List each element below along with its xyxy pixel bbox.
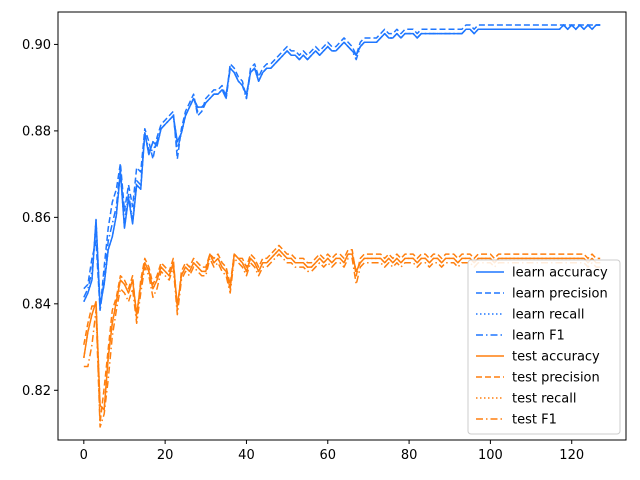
series-line-learn-f1 — [83, 24, 601, 312]
plot-frame — [57, 11, 627, 441]
x-tick-label: 120 — [559, 448, 584, 463]
y-tick-label: 0.82 — [22, 384, 51, 399]
x-tick-label: 20 — [157, 448, 174, 463]
legend-label: learn accuracy — [512, 266, 608, 281]
x-axis: 0 20 40 60 80 100 120 — [80, 440, 584, 463]
series-line-learn-precision — [83, 24, 601, 312]
legend: learn accuracy learn precision learn recal… — [467, 259, 621, 435]
legend-label: test precision — [512, 371, 600, 386]
legend-label: test accuracy — [512, 350, 600, 365]
x-tick-label: 40 — [238, 448, 255, 463]
legend-label: test recall — [512, 392, 577, 407]
legend-label: learn precision — [512, 287, 608, 302]
y-axis: 0.82 0.84 0.86 0.88 0.90 — [22, 38, 58, 399]
legend-box — [467, 259, 621, 435]
legend-label: test F1 — [512, 413, 557, 428]
x-tick-label: 0 — [80, 448, 88, 463]
series-line-test-precision — [83, 244, 601, 424]
x-tick-label: 100 — [478, 448, 503, 463]
y-tick-label: 0.84 — [22, 297, 51, 312]
legend-label: learn recall — [512, 308, 584, 323]
legend-label: learn F1 — [512, 329, 565, 344]
x-tick-label: 80 — [401, 448, 418, 463]
x-tick-label: 60 — [319, 448, 336, 463]
series-line-test-recall — [83, 249, 601, 411]
y-tick-label: 0.88 — [22, 124, 51, 139]
y-tick-label: 0.90 — [22, 38, 51, 53]
y-tick-label: 0.86 — [22, 211, 51, 226]
